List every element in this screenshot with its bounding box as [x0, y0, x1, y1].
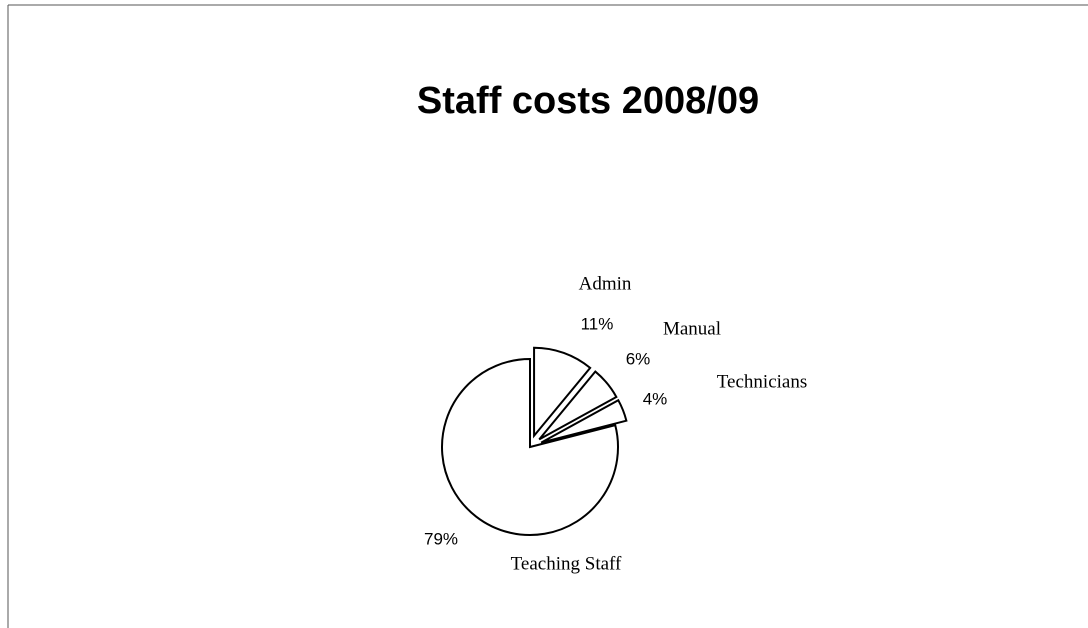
slice-label: Technicians [717, 371, 807, 392]
value-label: 79% [424, 529, 458, 548]
slice-label: Manual [663, 318, 721, 339]
chart-title: Staff costs 2008/09 [417, 80, 759, 122]
pie-slice [441, 357, 619, 536]
slice-label: Teaching Staff [511, 553, 622, 574]
value-label: 11% [581, 314, 614, 333]
pie-slice [533, 346, 592, 439]
pie-slice [540, 398, 628, 444]
pie-slice [538, 370, 618, 441]
value-label: 6% [626, 349, 651, 368]
slice-label: Admin [579, 273, 632, 294]
value-label: 4% [643, 389, 668, 408]
